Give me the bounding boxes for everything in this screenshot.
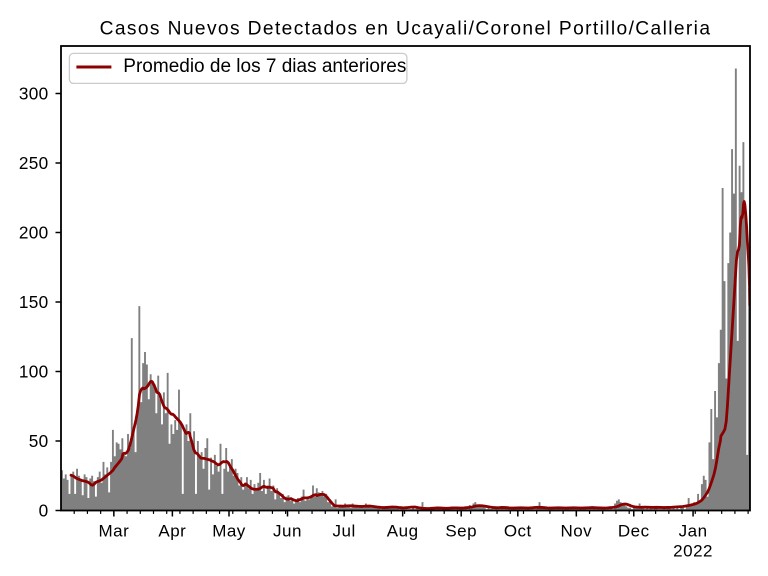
svg-text:Jul: Jul [333,521,356,540]
svg-text:Casos Nuevos Detectados en Uca: Casos Nuevos Detectados en Ucayali/Coron… [100,19,712,40]
svg-text:Promedio de los 7 dias anterio: Promedio de los 7 dias anteriores [123,56,406,77]
svg-text:Mar: Mar [98,521,129,540]
svg-text:2022: 2022 [673,542,713,561]
svg-text:Dec: Dec [618,521,650,540]
svg-text:50: 50 [29,431,49,451]
svg-text:May: May [212,521,246,540]
svg-text:250: 250 [19,153,49,173]
svg-text:Jun: Jun [273,521,302,540]
svg-text:Jan: Jan [679,521,708,540]
svg-text:200: 200 [19,223,49,243]
svg-text:Aug: Aug [387,521,419,540]
svg-text:100: 100 [19,362,49,382]
svg-text:Oct: Oct [504,521,532,540]
svg-text:300: 300 [19,84,49,104]
svg-text:Nov: Nov [560,521,592,540]
svg-text:0: 0 [39,501,49,521]
svg-text:Apr: Apr [158,521,186,540]
svg-text:Sep: Sep [445,521,477,540]
svg-text:150: 150 [19,292,49,312]
